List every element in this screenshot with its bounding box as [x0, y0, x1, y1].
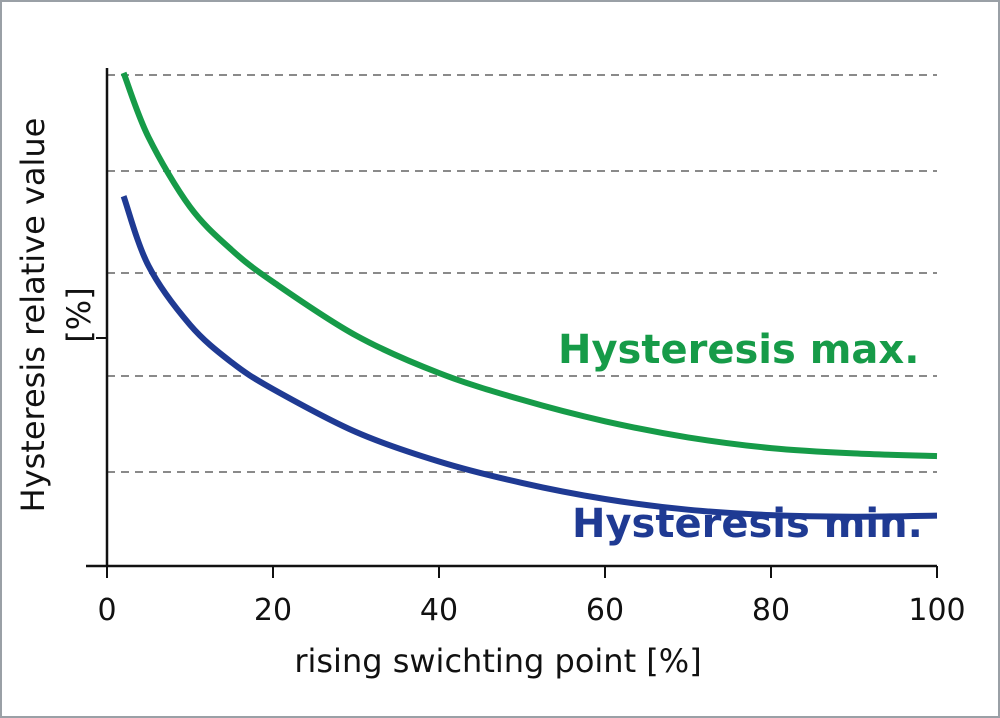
x-tick-label: 80	[752, 593, 790, 628]
series-label-min: Hysteresis min.	[572, 501, 923, 547]
y-axis-unit: [%]	[60, 287, 98, 342]
x-tick-label: 20	[254, 593, 292, 628]
y-axis-title: Hysteresis relative value	[14, 118, 52, 513]
series-label-max: Hysteresis max.	[558, 327, 919, 373]
x-tick-label: 100	[908, 593, 965, 628]
x-tick-label: 0	[97, 593, 116, 628]
x-tick-label: 60	[586, 593, 624, 628]
x-ticks: 0 20 40 60 80 100	[97, 566, 966, 628]
x-axis-title: rising swichting point [%]	[294, 642, 701, 680]
series-lines	[120, 71, 938, 520]
x-tick-label: 40	[420, 593, 458, 628]
grid	[107, 74, 937, 473]
series-line-min	[120, 195, 938, 520]
series-line-max	[120, 71, 938, 460]
